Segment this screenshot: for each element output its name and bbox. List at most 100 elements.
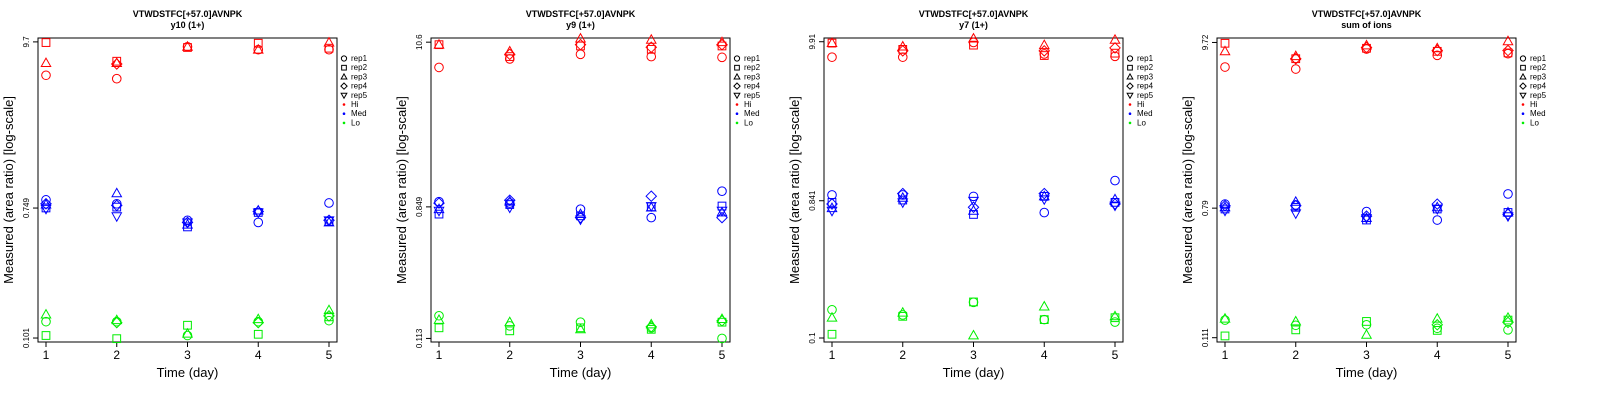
data-point-med-rep3 bbox=[40, 198, 52, 209]
data-point-lo-rep3 bbox=[40, 308, 52, 319]
data-point-med-rep3 bbox=[1290, 195, 1302, 206]
y-tick-label: 0.113 bbox=[415, 328, 424, 348]
legend-label: Med bbox=[1530, 109, 1546, 118]
x-axis-label: Time (day) bbox=[1336, 365, 1398, 380]
data-point-hi-rep1 bbox=[1220, 62, 1230, 72]
x-tick-label: 4 bbox=[255, 348, 262, 362]
data-point-lo-rep3 bbox=[1360, 328, 1373, 339]
data-point-hi-rep4 bbox=[645, 41, 658, 54]
legend-dot-hi bbox=[1521, 103, 1525, 106]
x-tick-label: 1 bbox=[43, 348, 50, 362]
data-point-hi-rep4 bbox=[110, 58, 123, 70]
data-point-lo-rep3 bbox=[323, 304, 335, 315]
data-point-hi-rep3 bbox=[111, 57, 123, 67]
legend-label: rep4 bbox=[1137, 82, 1154, 91]
data-point-hi-rep3 bbox=[1109, 33, 1121, 44]
data-point-med-rep2 bbox=[717, 201, 727, 211]
data-point-hi-rep2 bbox=[41, 38, 51, 47]
data-point-lo-rep1 bbox=[1039, 314, 1050, 325]
data-point-med-rep4 bbox=[1431, 198, 1444, 210]
y-tick-label: 0.1 bbox=[808, 332, 817, 344]
legend-label: rep5 bbox=[1530, 91, 1547, 100]
x-tick-label: 4 bbox=[1041, 348, 1048, 362]
chart-subtitle: y7 (1+) bbox=[959, 20, 988, 30]
data-point-med-rep1 bbox=[827, 190, 837, 200]
data-point-med-rep5 bbox=[1290, 209, 1302, 220]
data-point-med-rep4 bbox=[967, 201, 980, 214]
legend-label: rep1 bbox=[1530, 54, 1547, 63]
legend-label: rep2 bbox=[1137, 63, 1154, 72]
data-point-lo-rep2 bbox=[1291, 325, 1301, 335]
data-point-lo-rep3 bbox=[1431, 312, 1443, 323]
data-point-med-rep1 bbox=[717, 186, 727, 196]
legend-label: rep2 bbox=[744, 63, 761, 72]
data-point-med-rep3 bbox=[716, 206, 728, 217]
legend-label: rep1 bbox=[744, 54, 761, 63]
data-point-lo-rep4 bbox=[110, 316, 123, 329]
data-point-lo-rep3 bbox=[1290, 315, 1302, 326]
legend-dot-med bbox=[342, 112, 346, 115]
data-point-med-rep3 bbox=[1109, 193, 1121, 204]
data-point-lo-rep3 bbox=[252, 313, 264, 324]
data-point-med-rep2 bbox=[434, 209, 444, 219]
data-point-med-rep5 bbox=[504, 203, 516, 214]
data-point-hi-rep1 bbox=[717, 52, 727, 63]
data-point-lo-rep3 bbox=[1109, 310, 1121, 321]
data-point-hi-rep1 bbox=[41, 70, 51, 81]
data-point-hi-rep3 bbox=[897, 40, 909, 51]
data-point-med-rep5 bbox=[716, 206, 728, 217]
data-point-hi-rep2 bbox=[253, 38, 263, 48]
data-point-med-rep1 bbox=[1220, 199, 1230, 209]
data-point-lo-rep1 bbox=[41, 316, 51, 327]
y-axis-label: Measured (area ratio) [log-scale] bbox=[394, 96, 409, 284]
legend-marker-rep4 bbox=[1126, 82, 1134, 90]
data-point-hi-rep4 bbox=[896, 45, 909, 57]
chart-title: VTWDSTFC[+57.0]AVNPK bbox=[526, 9, 636, 19]
data-point-lo-rep1 bbox=[575, 317, 586, 327]
data-point-med-rep5 bbox=[1109, 201, 1121, 212]
legend-label: Med bbox=[744, 109, 760, 118]
plot-frame bbox=[37, 37, 338, 343]
data-point-med-rep5 bbox=[252, 208, 264, 219]
data-point-med-rep5 bbox=[826, 206, 838, 217]
data-point-hi-rep4 bbox=[1109, 42, 1121, 54]
data-point-med-rep1 bbox=[1110, 175, 1120, 186]
data-point-med-rep4 bbox=[1219, 199, 1231, 212]
data-point-hi-rep3 bbox=[574, 32, 587, 43]
data-point-lo-rep2 bbox=[646, 324, 656, 334]
data-point-hi-rep1 bbox=[575, 49, 586, 60]
data-point-med-rep1 bbox=[968, 191, 979, 202]
data-point-lo-rep4 bbox=[323, 310, 335, 322]
data-point-hi-rep3 bbox=[645, 33, 657, 44]
data-point-lo-rep1 bbox=[827, 304, 837, 315]
data-point-hi-rep1 bbox=[827, 52, 837, 62]
x-tick-label: 1 bbox=[1222, 348, 1229, 362]
data-point-lo-rep3 bbox=[1038, 300, 1050, 311]
legend-dot-med bbox=[1128, 112, 1132, 115]
legend-marker-rep1 bbox=[733, 55, 741, 62]
data-point-med-rep4 bbox=[40, 197, 52, 210]
legend-label: rep3 bbox=[351, 72, 368, 81]
legend-marker-rep5 bbox=[340, 92, 348, 100]
data-point-med-rep5 bbox=[967, 196, 980, 207]
data-point-lo-rep1 bbox=[182, 330, 193, 341]
legend-label: rep2 bbox=[351, 63, 368, 72]
y-tick-label: 0.841 bbox=[808, 190, 817, 211]
legend-label: Med bbox=[1137, 109, 1153, 118]
legend-label: rep4 bbox=[351, 82, 368, 91]
legend-marker-rep3 bbox=[1126, 72, 1134, 80]
legend-label: Hi bbox=[1137, 100, 1145, 109]
x-tick-label: 2 bbox=[506, 348, 513, 362]
y-axis-label: Measured (area ratio) [log-scale] bbox=[1180, 96, 1195, 284]
data-point-hi-rep3 bbox=[181, 40, 194, 51]
data-point-lo-rep3 bbox=[181, 327, 194, 338]
x-tick-label: 1 bbox=[829, 348, 836, 362]
y-tick-label: 0.849 bbox=[415, 196, 424, 217]
legend-label: rep5 bbox=[351, 91, 368, 100]
x-tick-label: 4 bbox=[1434, 348, 1441, 362]
y-tick-label: 0.101 bbox=[22, 327, 31, 348]
chart-title: VTWDSTFC[+57.0]AVNPK bbox=[133, 9, 243, 19]
chart-subtitle: y9 (1+) bbox=[566, 20, 595, 30]
x-tick-label: 2 bbox=[1292, 348, 1299, 362]
